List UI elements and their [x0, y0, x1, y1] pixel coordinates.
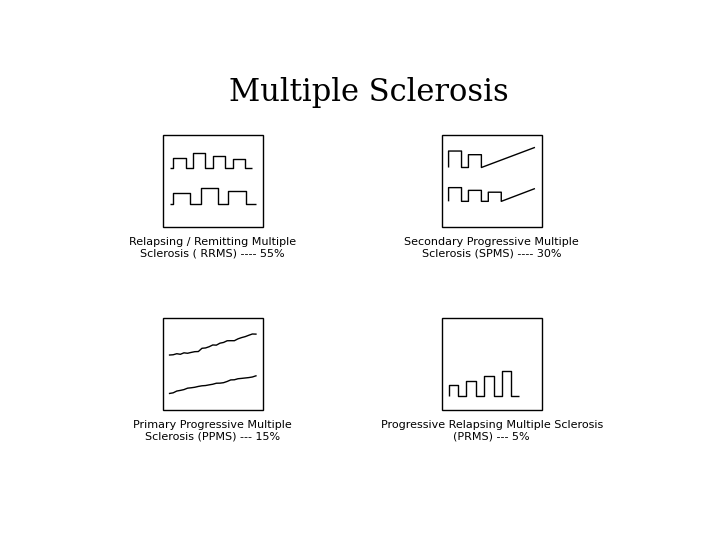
Text: Primary Progressive Multiple
Sclerosis (PPMS) --- 15%: Primary Progressive Multiple Sclerosis (…	[133, 420, 292, 442]
Text: Relapsing / Remitting Multiple
Sclerosis ( RRMS) ---- 55%: Relapsing / Remitting Multiple Sclerosis…	[129, 238, 297, 259]
Bar	[441, 319, 542, 410]
Text: Multiple Sclerosis: Multiple Sclerosis	[229, 77, 509, 109]
Text: Secondary Progressive Multiple
Sclerosis (SPMS) ---- 30%: Secondary Progressive Multiple Sclerosis…	[405, 238, 579, 259]
Text: Progressive Relapsing Multiple Sclerosis
(PRMS) --- 5%: Progressive Relapsing Multiple Sclerosis…	[381, 420, 603, 442]
Bar	[163, 136, 263, 227]
Bar	[163, 319, 263, 410]
Bar	[441, 136, 542, 227]
